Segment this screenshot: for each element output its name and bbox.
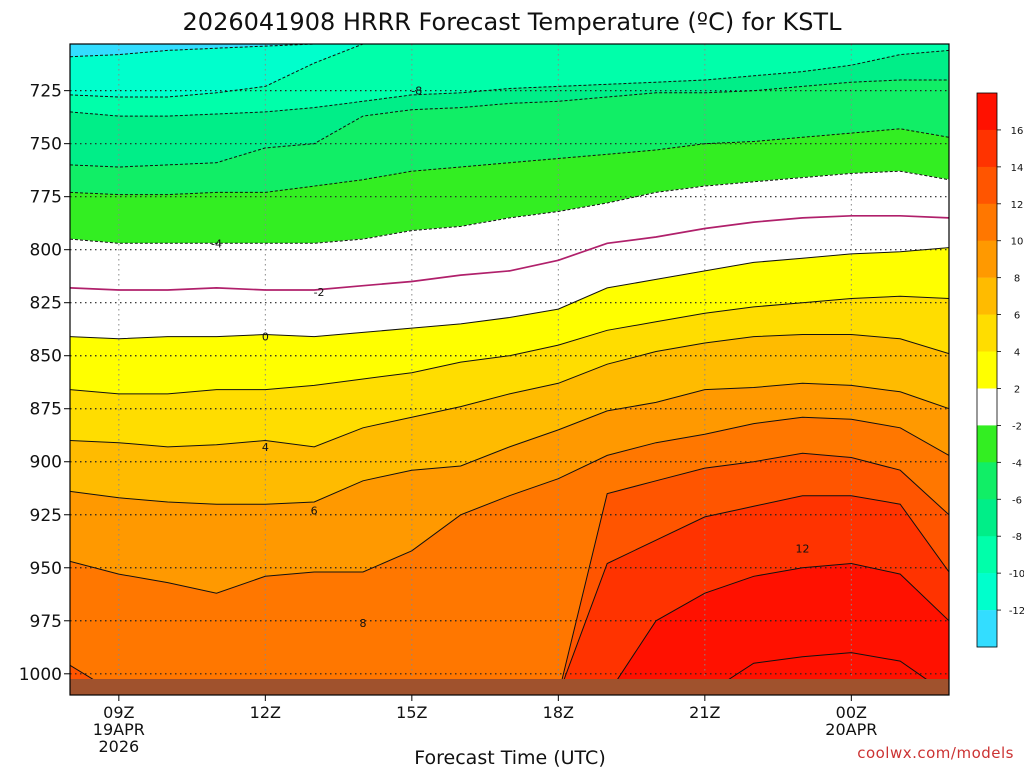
isotherm--2: [70, 170, 949, 244]
isotherm--6: [70, 79, 949, 168]
y-tick-label: 800: [30, 241, 62, 261]
colorbar-segment: [977, 499, 997, 537]
contour-label: -2: [314, 286, 325, 299]
y-tick-label: 850: [30, 347, 62, 367]
x-tick-label: 19APR: [93, 720, 145, 739]
colorbar-label: 2: [1014, 384, 1020, 395]
contour-label: 0: [262, 331, 269, 344]
colorbar-segment: [977, 388, 997, 426]
colorbar-segment: [977, 462, 997, 500]
colorbar-segment: [977, 425, 997, 463]
x-tick-label: 00Z: [836, 703, 867, 722]
fill-band-16-to-18: [70, 563, 949, 695]
x-tick-label: 18Z: [543, 703, 574, 722]
colorbar-segment: [977, 240, 997, 278]
fill-band-14-to-16: [70, 495, 949, 695]
ground-surface: [70, 679, 949, 695]
isotherm-10: [70, 416, 949, 594]
contour-label: 8: [360, 617, 367, 630]
colorbar-label: 8: [1014, 274, 1020, 285]
contour-label: 12: [796, 543, 810, 556]
color-legend: -12 -10 -8 -6 -4 -2 2 4 6 8 10 12 14 16: [976, 92, 1024, 648]
y-tick-label: 1000: [19, 665, 62, 685]
y-axis: 725 750 775 800 825 850 875 900 925 950 975 1000: [19, 82, 70, 685]
x-tick-label: 12Z: [250, 703, 281, 722]
y-tick-label: 775: [30, 188, 62, 208]
isotherm-2: [70, 247, 949, 340]
x-axis-title: Forecast Time (UTC): [414, 747, 605, 768]
isotherm-8: [70, 382, 949, 505]
y-tick-label: 825: [30, 294, 62, 314]
colorbar-segment: [977, 203, 997, 241]
contour-label: 4: [262, 441, 269, 454]
fill-band-12-to-14: [70, 452, 949, 695]
y-tick-label: 750: [30, 135, 62, 155]
fill-band--14-to--12: [70, 44, 949, 58]
isotherm-16: [70, 562, 949, 695]
y-tick-label: 725: [30, 82, 62, 102]
isotherm-6: [70, 334, 949, 448]
colorbar-segment: [977, 93, 997, 131]
colorbar-label: 10: [1011, 237, 1024, 248]
x-tick-label: 2026: [98, 737, 139, 756]
contour-label: -8: [411, 85, 422, 98]
isotherm-12: [70, 452, 949, 695]
contour-label: 6: [311, 505, 318, 518]
colorbar-label: 6: [1014, 311, 1020, 322]
x-tick-label: 21Z: [689, 703, 720, 722]
y-tick-label: 900: [30, 453, 62, 473]
isotherm--8: [70, 49, 949, 117]
y-tick-label: 925: [30, 506, 62, 526]
colorbar-label: -12: [1009, 606, 1024, 617]
isotherm-4: [70, 295, 949, 395]
contour-label: -4: [211, 237, 222, 250]
isotherm-0: [70, 214, 949, 291]
isotherm--10: [70, 44, 949, 98]
colorbar-segment: [977, 351, 997, 389]
x-tick-label: 20APR: [825, 720, 877, 739]
chart-title: 2026041908 HRRR Forecast Temperature (ºC…: [183, 8, 843, 36]
isotherm--4: [70, 128, 949, 196]
temperature-fill-bands: [70, 44, 949, 695]
colorbar-label: -6: [1012, 495, 1022, 506]
isotherm-14: [70, 495, 949, 695]
colorbar-segment: [977, 610, 997, 648]
isotherm--12: [70, 44, 949, 58]
isotherm-lines: [70, 44, 949, 695]
colorbar-label: 4: [1014, 348, 1020, 359]
colorbar-frame: [976, 92, 998, 648]
colorbar-label: -8: [1012, 532, 1022, 543]
colorbar-segment: [977, 573, 997, 611]
y-tick-label: 950: [30, 559, 62, 579]
colorbar-segment: [977, 536, 997, 574]
colorbar-label: 14: [1011, 163, 1024, 174]
isotherm-18: [70, 652, 949, 695]
site-credit[interactable]: coolwx.com/models: [857, 744, 1014, 762]
x-tick-label: 09Z: [103, 703, 134, 722]
colorbar-segment: [977, 166, 997, 205]
colorbar-label: -10: [1009, 569, 1024, 580]
colorbar-label: 12: [1011, 200, 1024, 211]
y-tick-label: 975: [30, 612, 62, 632]
colorbar-segment: [977, 277, 997, 315]
plot-frame: [69, 43, 950, 696]
colorbar-segment: [977, 129, 997, 168]
grid-lines: [70, 44, 949, 695]
colorbar-segment: [977, 314, 997, 352]
y-tick-label: 875: [30, 400, 62, 420]
colorbar-label: -4: [1012, 458, 1022, 469]
colorbar-label: 16: [1011, 126, 1024, 137]
x-tick-label: 15Z: [396, 703, 427, 722]
colorbar-label: -2: [1012, 421, 1022, 432]
contour-labels: -8 -4 -2 0 4 6 8 12: [211, 85, 809, 630]
